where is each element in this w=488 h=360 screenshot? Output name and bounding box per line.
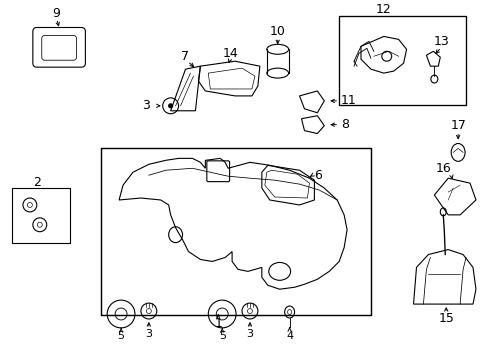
Text: 12: 12 bbox=[375, 3, 391, 16]
Text: 3: 3 bbox=[142, 99, 149, 112]
Circle shape bbox=[168, 104, 172, 108]
Text: 3: 3 bbox=[246, 329, 253, 339]
Bar bbox=[12, 188, 69, 243]
Text: 11: 11 bbox=[341, 94, 356, 107]
Text: 2: 2 bbox=[33, 176, 41, 189]
Text: 5: 5 bbox=[117, 331, 124, 341]
Text: 1: 1 bbox=[214, 318, 222, 330]
Bar bbox=[339, 15, 465, 105]
Text: 7: 7 bbox=[180, 50, 188, 63]
Text: 13: 13 bbox=[432, 35, 448, 48]
Bar bbox=[101, 148, 370, 315]
Text: 6: 6 bbox=[314, 169, 322, 182]
Text: 4: 4 bbox=[285, 331, 293, 341]
Text: 14: 14 bbox=[222, 47, 238, 60]
Text: 17: 17 bbox=[449, 119, 465, 132]
Text: 3: 3 bbox=[145, 329, 152, 339]
Text: 9: 9 bbox=[53, 7, 61, 20]
Text: 15: 15 bbox=[437, 312, 453, 325]
Text: 16: 16 bbox=[434, 162, 450, 175]
Text: 8: 8 bbox=[341, 118, 348, 131]
Text: 10: 10 bbox=[269, 25, 285, 38]
Text: 5: 5 bbox=[218, 331, 225, 341]
